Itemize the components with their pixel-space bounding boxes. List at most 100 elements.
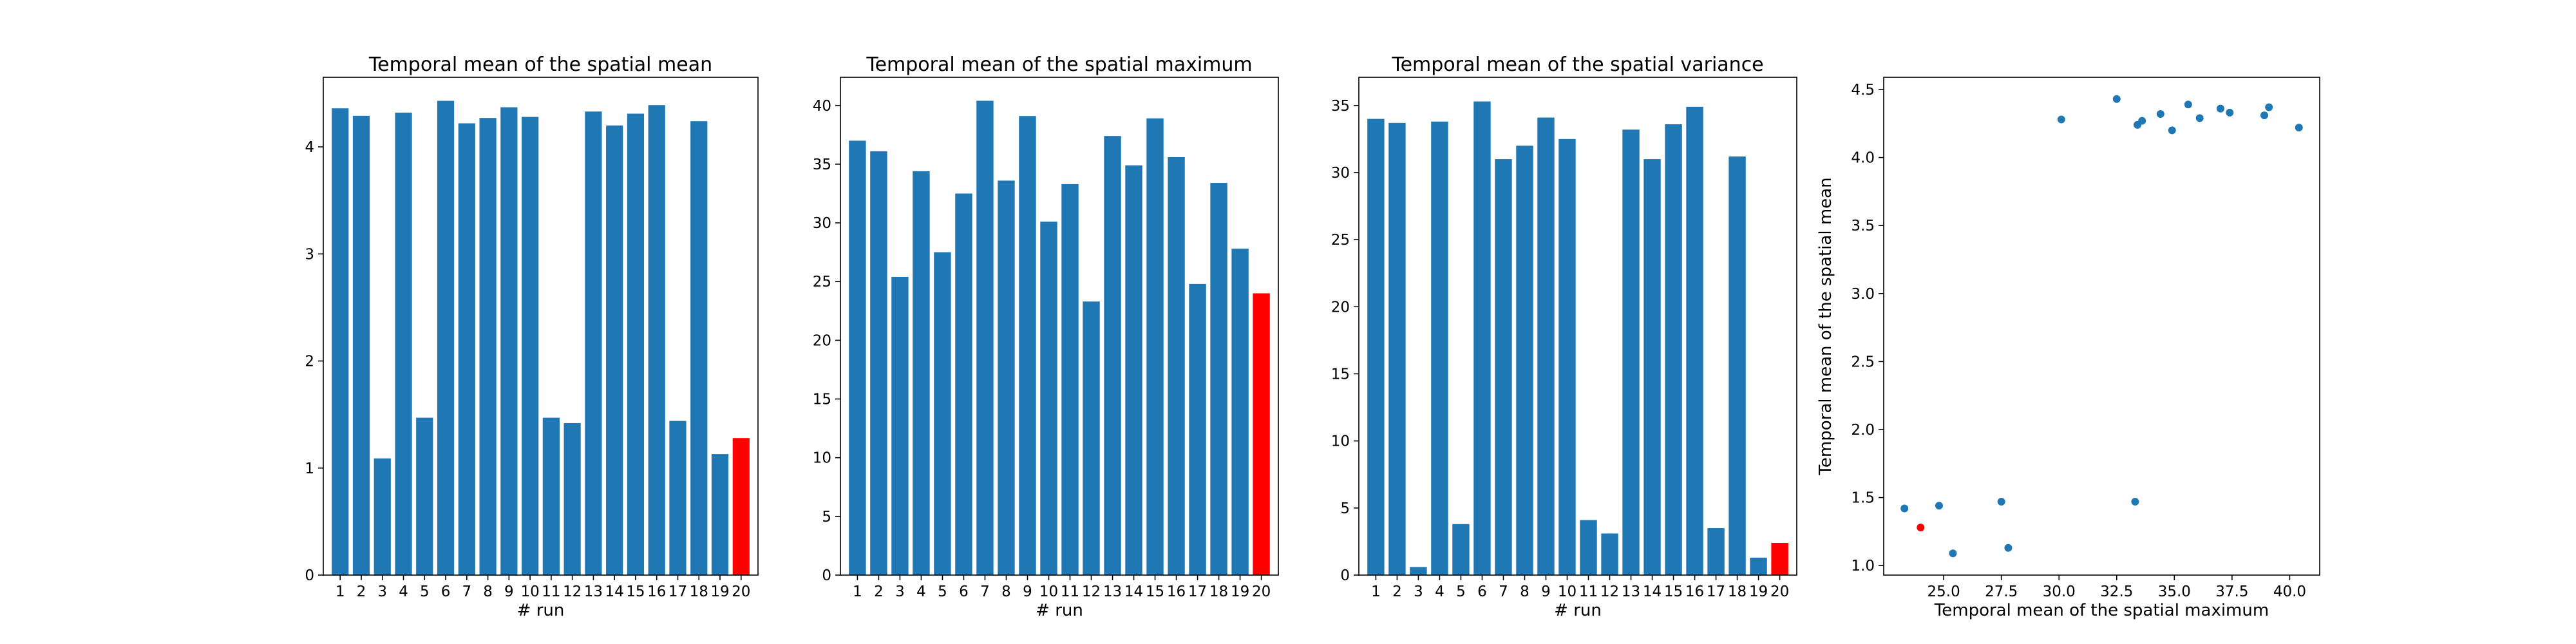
bar-run-9 (1019, 116, 1036, 575)
scatter-point (1949, 549, 1957, 558)
x-tick-label: 19 (1749, 583, 1768, 600)
scatter-point (2004, 544, 2012, 552)
x-tick-label: 6 (959, 583, 969, 600)
x-tick-label: 4 (399, 583, 408, 600)
x-tick-label: 17 (668, 583, 687, 600)
bar-run-13 (1104, 136, 1121, 575)
x-tick-label: 16 (1685, 583, 1704, 600)
bar-run-4 (913, 171, 930, 576)
bar-run-7 (976, 100, 994, 575)
y-tick-label: 35 (813, 156, 831, 173)
bar-run-7 (458, 123, 475, 576)
y-tick-label: 40 (813, 98, 831, 115)
x-tick-label: 12 (1600, 583, 1619, 600)
x-tick-label: 8 (1520, 583, 1530, 600)
bar-run-11 (1061, 184, 1079, 575)
bar-run-1 (1367, 118, 1385, 576)
y-tick-label: 25 (1331, 232, 1350, 249)
scatter-point (2134, 120, 2142, 129)
plot-frame (840, 77, 1279, 576)
x-tick-label: 20 (732, 583, 750, 600)
bar-run-2 (870, 151, 887, 576)
scatter-point (2195, 114, 2204, 122)
x-tick-label: 3 (895, 583, 905, 600)
bar-run-18 (1210, 183, 1227, 576)
x-tick-label: 2 (357, 583, 366, 600)
x-tick-label: 5 (938, 583, 947, 600)
x-tick-label: 1 (1371, 583, 1381, 600)
bar-run-17 (669, 421, 687, 575)
y-tick-label: 30 (813, 215, 831, 232)
scatter-point (2260, 111, 2269, 120)
x-axis-label: # run (517, 601, 565, 620)
bar-run-20 (1771, 542, 1788, 575)
x-tick-label: 2 (1392, 583, 1402, 600)
y-tick-label: 4.5 (1851, 82, 1875, 99)
scatter-point (2112, 95, 2121, 103)
x-tick-label: 14 (605, 583, 624, 600)
y-tick-label: 0 (305, 567, 314, 584)
x-tick-label: 9 (504, 583, 514, 600)
y-tick-label: 10 (813, 450, 831, 467)
y-tick-label: 5 (822, 509, 831, 526)
x-tick-label: 19 (710, 583, 729, 600)
bar-run-17 (1707, 528, 1725, 575)
x-tick-label: 20 (1252, 583, 1271, 600)
x-tick-label: 10 (520, 583, 539, 600)
y-tick-label: 20 (1331, 299, 1350, 316)
bar-run-19 (711, 454, 729, 575)
x-tick-label: 13 (584, 583, 603, 600)
bar-run-6 (1473, 101, 1491, 575)
x-tick-label: 4 (916, 583, 926, 600)
x-tick-label: 5 (1456, 583, 1466, 600)
bar-run-13 (585, 111, 602, 575)
x-tick-label: 15 (1664, 583, 1683, 600)
chart-title: Temporal mean of the spatial variance (1391, 53, 1763, 76)
y-axis-label: Temporal mean of the spatial mean (1816, 177, 1835, 475)
bar-run-13 (1622, 129, 1640, 575)
y-tick-label: 5 (1340, 500, 1350, 517)
x-tick-label: 7 (1499, 583, 1508, 600)
y-tick-label: 3.0 (1851, 286, 1875, 303)
x-tick-label: 7 (462, 583, 471, 600)
bar-run-17 (1189, 283, 1206, 575)
y-tick-label: 4.0 (1851, 150, 1875, 167)
x-tick-label: 13 (1622, 583, 1640, 600)
bar-run-10 (1558, 138, 1576, 576)
y-tick-label: 2.5 (1851, 354, 1875, 370)
y-tick-label: 15 (813, 392, 831, 408)
bar-run-15 (1146, 118, 1164, 575)
y-tick-label: 10 (1331, 433, 1350, 450)
x-tick-label: 1 (336, 583, 345, 600)
x-axis-label: # run (1036, 601, 1083, 620)
x-axis-label: # run (1554, 601, 1602, 620)
bar-run-6 (437, 100, 455, 575)
bar-run-3 (1410, 567, 1427, 575)
x-tick-label: 3 (377, 583, 387, 600)
bar-run-20 (1253, 293, 1270, 575)
bar-run-12 (564, 422, 581, 575)
scatter-point (2168, 126, 2176, 135)
x-tick-label: 9 (1541, 583, 1551, 600)
scatter-point (2265, 103, 2273, 111)
bar-run-3 (374, 458, 391, 575)
chart-title: Temporal mean of the spatial maximum (866, 53, 1252, 76)
bar-run-2 (352, 115, 370, 576)
x-tick-label: 1 (853, 583, 862, 600)
x-tick-label: 15 (626, 583, 645, 600)
scatter-point (2131, 497, 2139, 506)
y-tick-label: 4 (305, 139, 314, 156)
y-tick-label: 3 (305, 246, 314, 263)
y-tick-label: 2.0 (1851, 422, 1875, 439)
x-tick-label: 16 (647, 583, 666, 600)
bar-run-15 (1665, 124, 1682, 576)
x-tick-label: 2 (874, 583, 884, 600)
scatter-point (2184, 100, 2192, 109)
bar-run-1 (849, 140, 866, 575)
x-tick-label: 16 (1167, 583, 1186, 600)
x-tick-label: 37.5 (2215, 583, 2248, 600)
x-tick-label: 18 (1728, 583, 1747, 600)
x-tick-label: 30.0 (2043, 583, 2076, 600)
scatter-point (2226, 108, 2234, 117)
